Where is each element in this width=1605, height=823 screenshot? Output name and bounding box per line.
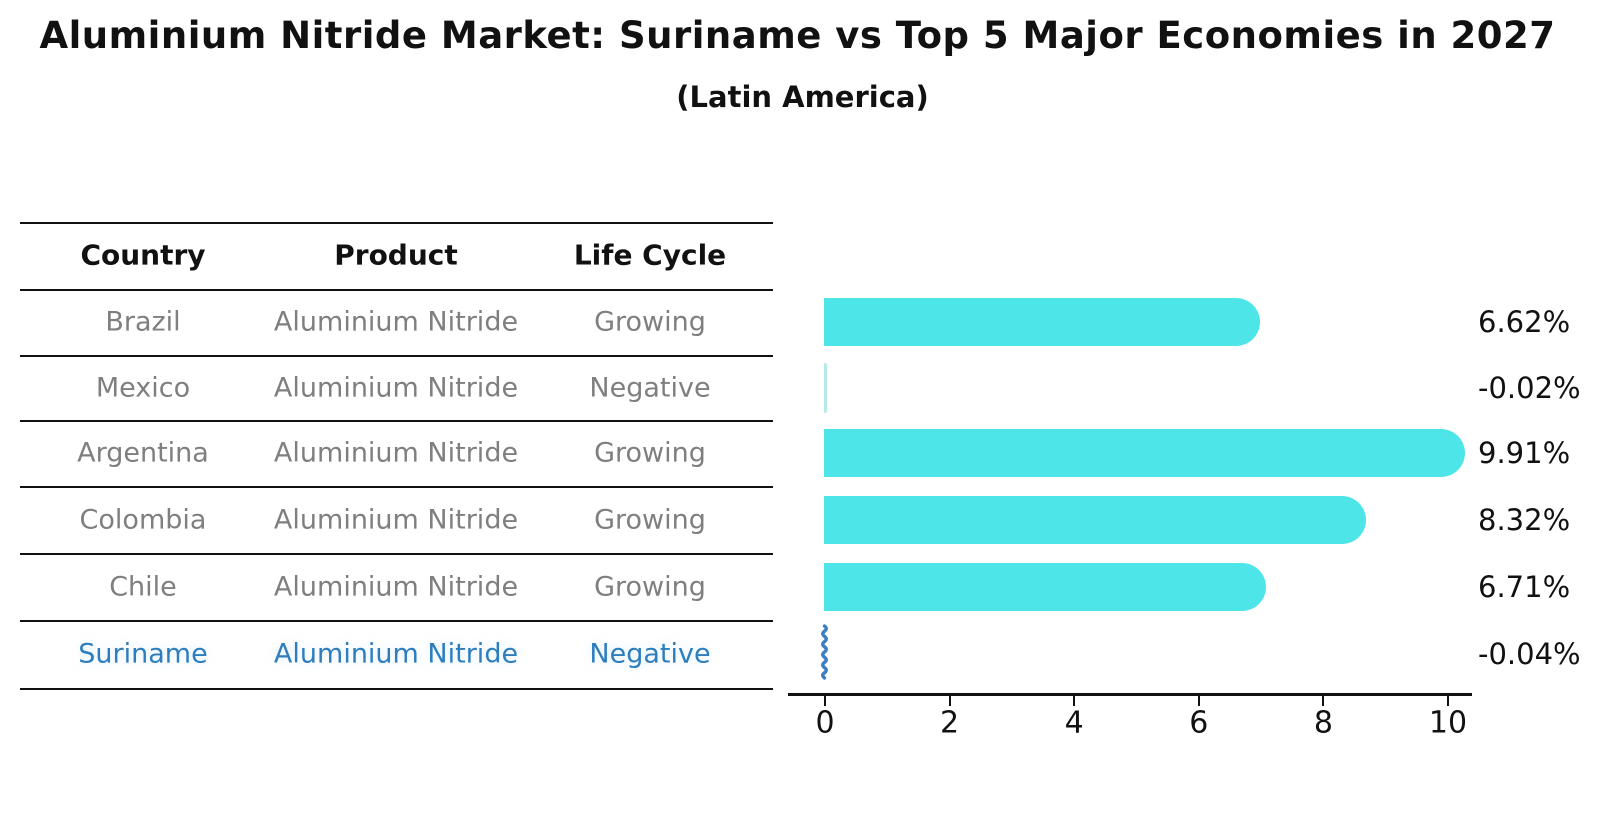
table-rule-line xyxy=(20,355,773,357)
chart-title: Aluminium Nitride Market: Suriname vs To… xyxy=(39,14,1556,57)
x-axis-tick-mark xyxy=(1322,695,1325,706)
table-rule-line xyxy=(20,486,773,488)
x-axis-tick-label: 2 xyxy=(940,705,960,741)
value-label-brazil: 6.62% xyxy=(1478,305,1571,339)
value-label-colombia: 8.32% xyxy=(1478,502,1571,537)
value-label-chile: 6.71% xyxy=(1478,569,1571,604)
x-axis-tick-label: 6 xyxy=(1189,705,1209,741)
chart-subtitle: (Latin America) xyxy=(676,80,929,114)
x-axis-tick-label: 8 xyxy=(1313,705,1333,741)
value-label-argentina: 9.91% xyxy=(1478,436,1571,470)
bar-colombia xyxy=(824,495,1367,544)
table-cell-country: Argentina xyxy=(77,437,209,469)
x-axis-spine xyxy=(788,693,1472,696)
column-header-country: Country xyxy=(80,238,206,272)
column-header-product: Product xyxy=(334,238,458,272)
x-axis-tick-mark xyxy=(1197,695,1200,706)
x-axis-tick-label: 4 xyxy=(1064,705,1084,741)
table-cell-product: Aluminium Nitride xyxy=(273,306,519,338)
column-header-life-cycle: Life Cycle xyxy=(573,238,727,272)
table-rule-line xyxy=(20,289,773,291)
table-rule-line xyxy=(20,688,773,690)
x-axis-tick-label: 10 xyxy=(1428,705,1468,741)
table-cell-country: Colombia xyxy=(79,504,207,535)
table-cell-life-cycle: Growing xyxy=(594,437,706,469)
x-axis-tick-label: 0 xyxy=(815,705,835,741)
negative-bar-thin-mexico xyxy=(824,362,827,413)
bar-argentina xyxy=(824,429,1466,477)
table-cell-product: Aluminium Nitride xyxy=(273,638,519,670)
x-axis-tick-mark xyxy=(1073,695,1076,706)
x-axis-tick-mark xyxy=(948,695,951,706)
table-rule-line xyxy=(20,420,773,422)
table-cell-life-cycle: Growing xyxy=(594,504,706,535)
table-cell-life-cycle: Negative xyxy=(589,372,711,403)
table-rule-line xyxy=(20,620,773,622)
table-cell-country: Chile xyxy=(109,571,177,602)
table-rule-line xyxy=(20,553,773,555)
table-cell-product: Aluminium Nitride xyxy=(273,437,519,469)
table-cell-product: Aluminium Nitride xyxy=(273,571,519,602)
value-label-mexico: -0.02% xyxy=(1478,370,1581,405)
bar-chile xyxy=(824,562,1267,611)
table-cell-country: Mexico xyxy=(95,372,191,403)
table-rule-line xyxy=(20,222,773,224)
x-axis-tick-mark xyxy=(824,695,826,706)
negative-bar-squiggle-suriname xyxy=(818,623,831,687)
table-cell-life-cycle: Negative xyxy=(589,638,711,670)
x-axis-tick-mark xyxy=(1447,695,1449,706)
table-cell-product: Aluminium Nitride xyxy=(273,504,519,535)
table-cell-product: Aluminium Nitride xyxy=(273,372,519,403)
table-cell-country: Suriname xyxy=(78,638,208,670)
value-label-suriname: -0.04% xyxy=(1478,637,1581,671)
table-cell-country: Brazil xyxy=(105,306,181,338)
bar-brazil xyxy=(824,298,1261,346)
table-cell-life-cycle: Growing xyxy=(594,306,706,338)
table-cell-life-cycle: Growing xyxy=(594,571,706,602)
